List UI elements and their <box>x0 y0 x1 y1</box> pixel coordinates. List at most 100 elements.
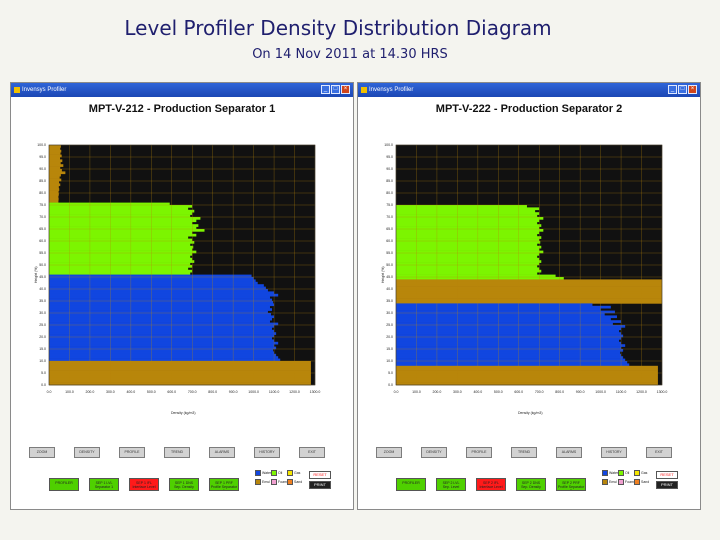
density-bar <box>49 219 197 223</box>
print-button[interactable]: PRINT <box>656 481 678 489</box>
density-bar <box>49 200 59 203</box>
density-bar <box>49 380 311 383</box>
nav-button-history[interactable]: HISTORY <box>601 447 627 458</box>
density-bar <box>396 289 662 292</box>
print-button[interactable]: PRINT <box>309 481 331 489</box>
nav-button-exit[interactable]: EXIT <box>646 447 672 458</box>
reset-button[interactable]: RESET <box>309 471 331 479</box>
control-button[interactable]: SEP 2 PRF Profile Separator 2 <box>556 478 586 491</box>
slide-title: Level Profiler Density Distribution Diag… <box>124 16 552 40</box>
y-tick-label: 60.0 <box>386 239 393 243</box>
x-tick-label: 1100.0 <box>269 390 279 394</box>
profiler-window-1: Invensys Profiler _ □ × MPT-V-212 - Prod… <box>10 82 354 510</box>
nav-button-density[interactable]: DENSITY <box>74 447 100 458</box>
density-bar <box>396 349 624 352</box>
control-button[interactable]: SEP 1 LVL Separator 1 <box>89 478 119 491</box>
density-bar <box>49 205 193 208</box>
density-bar <box>49 245 194 249</box>
x-tick-label: 0.0 <box>394 390 399 394</box>
density-bar <box>396 368 658 371</box>
density-bar <box>49 250 197 254</box>
density-bar <box>49 221 193 225</box>
control-button[interactable]: PROFILER <box>49 478 79 491</box>
density-bar <box>49 298 273 302</box>
density-bar <box>396 370 658 374</box>
control-button[interactable]: SEP 1 IFL Interface Level <box>129 478 159 491</box>
density-bar <box>49 303 275 307</box>
y-tick-label: 70.0 <box>39 215 46 219</box>
legend-label: Sand <box>294 480 303 484</box>
reset-button[interactable]: RESET <box>656 471 678 479</box>
y-tick-label: 0.0 <box>388 383 393 387</box>
density-bar <box>396 243 538 247</box>
y-tick-label: 80.0 <box>386 191 393 195</box>
density-bar <box>49 248 193 251</box>
density-bar <box>49 243 191 247</box>
control-label: SEP 1 IFL <box>136 481 152 485</box>
density-bar <box>396 296 662 299</box>
nav-button-profile[interactable]: PROFILE <box>119 447 145 458</box>
nav-button-history[interactable]: HISTORY <box>254 447 280 458</box>
density-bar <box>49 377 311 381</box>
control-button[interactable]: SEP 2 LVL Sep. Level <box>436 478 466 491</box>
minimize-icon[interactable]: _ <box>321 85 330 94</box>
nav-button-density[interactable]: DENSITY <box>421 447 447 458</box>
density-bar <box>396 212 540 215</box>
control-label: SEP 2 DNS <box>521 481 541 485</box>
close-icon[interactable]: × <box>688 85 697 94</box>
legend-swatch <box>255 470 261 476</box>
y-tick-label: 20.0 <box>39 335 46 339</box>
density-bar <box>396 253 540 256</box>
nav-button-trend[interactable]: TREND <box>164 447 190 458</box>
control-button[interactable]: SEP 1 DNS Sep. Density <box>169 478 199 491</box>
x-tick-label: 500.0 <box>494 390 503 394</box>
x-tick-label: 100.0 <box>65 390 74 394</box>
x-tick-label: 600.0 <box>167 390 176 394</box>
window-titlebar[interactable]: Invensys Profiler _ □ × <box>358 83 700 97</box>
maximize-icon[interactable]: □ <box>331 85 340 94</box>
nav-button-trend[interactable]: TREND <box>511 447 537 458</box>
close-icon[interactable]: × <box>341 85 350 94</box>
density-bar <box>49 308 273 311</box>
y-tick-label: 50.0 <box>386 263 393 267</box>
legend-label: Emul <box>609 480 617 484</box>
density-profile-plot: 0.0 100.0 200.0 300.0 400.0 500.0 600.0 700.0 80… <box>37 143 320 394</box>
density-bar <box>396 219 540 223</box>
density-bar <box>49 375 311 379</box>
minimize-icon[interactable]: _ <box>668 85 677 94</box>
legend-label: Water <box>609 471 619 475</box>
nav-button-alarms[interactable]: ALARMS <box>556 447 582 458</box>
density-bar <box>396 380 658 383</box>
legend-swatch <box>618 470 624 476</box>
window-titlebar[interactable]: Invensys Profiler _ □ × <box>11 83 353 97</box>
control-button[interactable]: SEP 2 DNS Sep. Density <box>516 478 546 491</box>
nav-button-profile[interactable]: PROFILE <box>466 447 492 458</box>
nav-button-alarms[interactable]: ALARMS <box>209 447 235 458</box>
y-tick-label: 90.0 <box>386 167 393 171</box>
density-bar <box>49 382 311 386</box>
control-button[interactable]: PROFILER <box>396 478 426 491</box>
density-bar <box>396 262 540 266</box>
density-bar <box>49 272 191 275</box>
y-tick-label: 85.0 <box>386 179 393 183</box>
nav-button-exit[interactable]: EXIT <box>299 447 325 458</box>
nav-button-zoom[interactable]: ZOOM <box>29 447 55 458</box>
maximize-icon[interactable]: □ <box>678 85 687 94</box>
density-bar <box>49 147 61 151</box>
nav-button-zoom[interactable]: ZOOM <box>376 447 402 458</box>
control-button[interactable]: SEP 2 IFL Interface Level <box>476 478 506 491</box>
density-bar <box>396 377 658 381</box>
density-bar <box>49 185 59 189</box>
control-label: SEP 1 LVL <box>95 481 113 485</box>
density-bar <box>49 315 275 319</box>
y-tick-label: 10.0 <box>386 359 393 363</box>
density-bar <box>396 229 544 232</box>
y-tick-label: 30.0 <box>39 311 46 315</box>
y-tick-label: 65.0 <box>39 227 46 231</box>
density-bar <box>396 277 564 280</box>
control-sublabel: Interface Level <box>132 485 156 489</box>
x-tick-label: 400.0 <box>473 390 482 394</box>
density-bar <box>49 253 193 256</box>
density-bar <box>49 202 170 206</box>
control-button[interactable]: SEP 1 PRF Profile Separator 1 <box>209 478 239 491</box>
